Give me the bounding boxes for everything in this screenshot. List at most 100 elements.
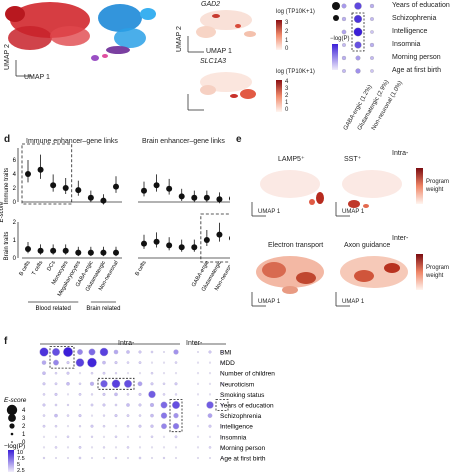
gad2-umap [187, 10, 256, 53]
f-dot [150, 446, 154, 449]
f-dot [150, 435, 154, 439]
f-dot [173, 349, 179, 355]
umap-axes [15, 60, 32, 77]
f-dot [220, 350, 224, 354]
f-dot [66, 435, 70, 439]
data-point [100, 197, 107, 204]
dotc-highlight-box [351, 12, 365, 52]
cb2-tick: 2 [285, 93, 289, 99]
f-color-legend-label: 7.5 [17, 456, 25, 462]
f-dot [66, 381, 70, 386]
e-umap-x: UMAP 1 [258, 209, 281, 215]
gad2-colorbar [276, 20, 282, 50]
f-dot [89, 381, 95, 386]
f-dot [196, 393, 199, 396]
f-dot [196, 403, 200, 407]
f-dot [102, 435, 106, 438]
dotc-row-label: Insomnia [392, 41, 421, 48]
f-dot [88, 348, 96, 356]
f-dot [160, 401, 168, 409]
program-umap-lamp5 [251, 170, 324, 217]
f-dot [102, 371, 106, 375]
dotc-dot [354, 2, 362, 10]
data-point [113, 249, 119, 256]
cb1-tick: 2 [285, 29, 289, 35]
f-dot [102, 392, 106, 396]
slc1a3-umap [187, 72, 256, 111]
f-color-legend-label: 10 [17, 450, 23, 456]
f-dot [41, 360, 47, 365]
f-dot [162, 446, 165, 449]
dotc-dot [342, 43, 346, 47]
data-point [178, 193, 185, 200]
f-dot [42, 403, 46, 407]
f-dot [174, 446, 178, 449]
f-dot [172, 423, 180, 430]
f-dot [162, 382, 166, 386]
umap-cluster-purple [91, 46, 130, 61]
umap-cluster-blue [98, 4, 156, 48]
data-point [166, 185, 173, 192]
f-dot [172, 401, 180, 409]
data-point [25, 171, 31, 177]
f-color-legend-label: 5 [17, 462, 20, 468]
dotc-row-label: Years of education [392, 2, 450, 9]
data-point [216, 231, 223, 238]
f-dot [78, 456, 82, 460]
f-dot [126, 372, 130, 375]
f-dot [90, 456, 94, 460]
data-point [153, 182, 160, 189]
program-umap-electron-transport [251, 256, 324, 307]
f-size-legend-title: E-score [4, 397, 27, 404]
f-dot [99, 347, 109, 357]
program-title-electron-transport: Electron transport [268, 242, 324, 249]
f-dot [54, 371, 58, 375]
dotc-dot [370, 69, 374, 73]
category-label: B cells [18, 260, 31, 277]
y-tick-bottom: 0 [13, 256, 17, 262]
cb2-tick: 4 [285, 79, 289, 85]
slc1a3-colorbar-title: log (TP10K+1) [276, 69, 315, 75]
f-dot [90, 414, 94, 417]
f-size-legend-dot [11, 441, 13, 443]
f-dot [196, 382, 199, 385]
data-point [62, 185, 69, 191]
f-dot [208, 424, 212, 428]
f-size-legend-label: 4 [22, 408, 26, 414]
data-point [216, 196, 223, 203]
f-dot [161, 423, 167, 430]
f-dot [75, 358, 85, 367]
f-dot [138, 403, 142, 407]
cb1-tick: 3 [285, 20, 289, 26]
f-dot [42, 424, 46, 428]
panel-e-intra: Intra- [392, 150, 409, 157]
data-point [178, 244, 185, 251]
cb1-tick: 0 [285, 46, 289, 52]
cb2-tick: 0 [285, 107, 289, 113]
e-umap-x: UMAP 1 [342, 209, 365, 215]
category-label: DCs [46, 260, 57, 272]
f-dot [114, 361, 118, 365]
f-dot [114, 435, 118, 439]
header-brain-links: Brain enhancer–gene links [142, 138, 225, 145]
data-point [191, 244, 198, 251]
highlight-box-brain [200, 213, 230, 263]
f-dot [126, 403, 130, 407]
f-dot [43, 446, 46, 449]
f-dot [114, 446, 118, 449]
data-point [50, 182, 57, 189]
dotc-dot [355, 68, 361, 74]
panel-f-intra-header: Intra- [118, 340, 135, 347]
f-dot [148, 390, 156, 399]
f-dot [220, 456, 223, 459]
f-dot [220, 382, 224, 386]
f-dot [220, 446, 223, 449]
f-dot [90, 403, 94, 407]
f-size-legend-label: 1 [22, 432, 26, 438]
data-point [166, 242, 173, 249]
f-dot [150, 424, 154, 428]
e-umap-x: UMAP 1 [342, 299, 365, 305]
f-dot [162, 361, 165, 364]
program-colorbar-title-2: Program weight [426, 265, 450, 279]
f-dot [90, 424, 94, 428]
